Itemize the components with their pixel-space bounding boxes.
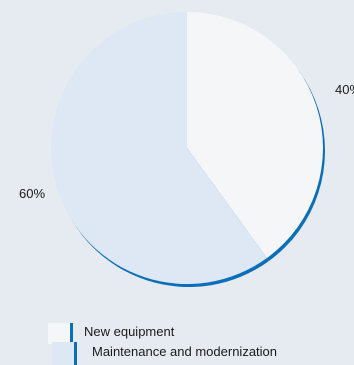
legend-label-0: New equipment — [84, 324, 175, 339]
slice-labels: 40% 60% — [19, 82, 354, 201]
legend-swatch-edge-1 — [74, 342, 77, 365]
slice-label-0: 40% — [335, 82, 354, 97]
slice-label-1: 60% — [19, 186, 45, 201]
pie-slice-1 — [50, 12, 267, 285]
legend: New equipment Maintenance and modernizati… — [48, 323, 277, 365]
legend-swatch-1 — [52, 342, 74, 365]
legend-swatch-0 — [48, 323, 70, 344]
legend-label-1: Maintenance and modernization — [92, 344, 277, 359]
pie-slice-0 — [187, 12, 323, 259]
legend-swatch-edge-0 — [70, 323, 73, 344]
pie-slices — [50, 12, 323, 285]
